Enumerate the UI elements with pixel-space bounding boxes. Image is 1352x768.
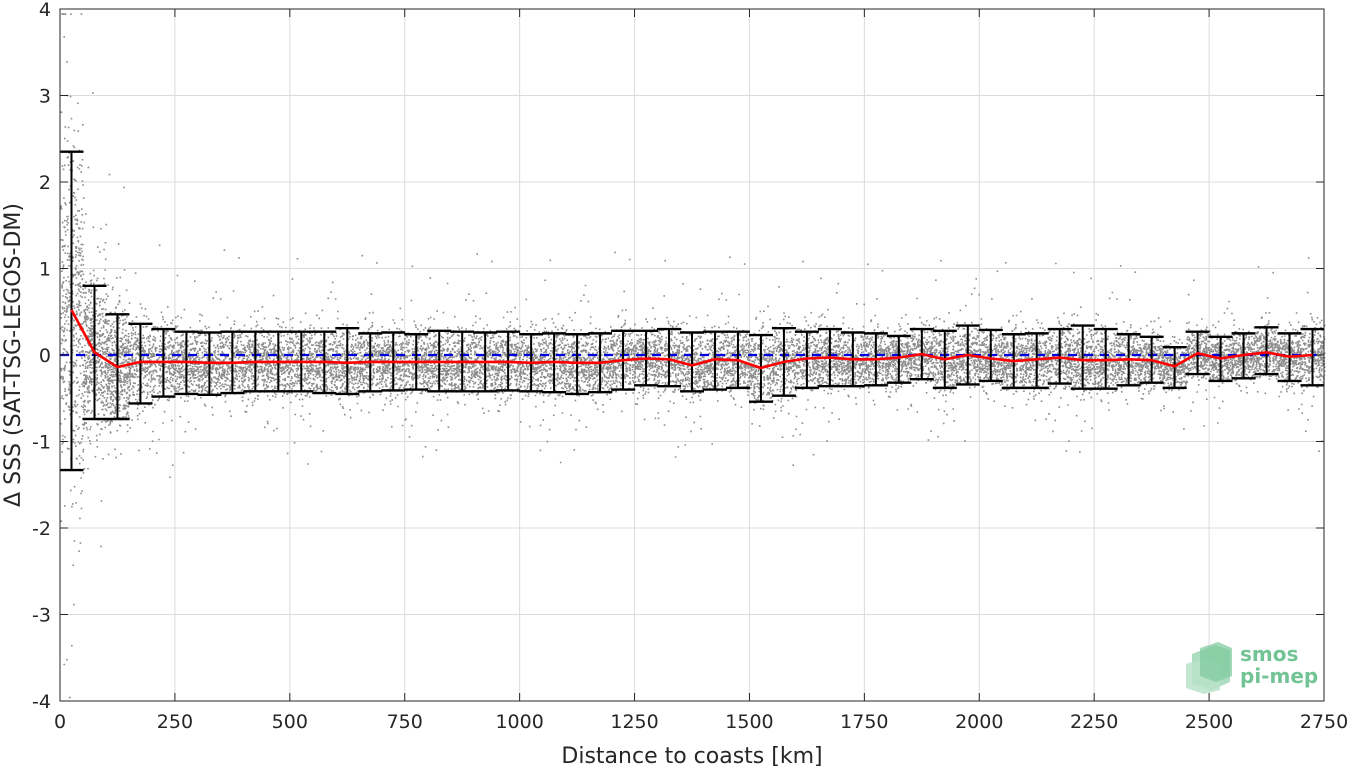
y-tick-label: -3 [32,605,51,627]
error-bar [657,327,682,388]
x-tick-label: 0 [54,711,66,733]
error-bar [886,334,911,384]
x-tick-label: 1500 [725,711,773,733]
x-tick-label: 2250 [1070,711,1118,733]
x-tick-label: 2000 [955,711,1003,733]
x-tick-label: 2500 [1185,711,1233,733]
x-tick-label: 250 [157,711,193,733]
smos-pi-mep-logo: smos pi-mep [1186,642,1318,694]
error-bar [978,328,1003,383]
error-bar [1254,326,1279,376]
y-axis-label: Δ SSS (SAT-TSG-LEGOS-DM) [1,203,26,507]
y-tick-label: 1 [39,259,51,281]
y-tick-label: 0 [39,345,51,367]
x-tick-label: 2750 [1300,711,1348,733]
median-line [70,309,1313,370]
error-bar [1024,332,1049,390]
y-tick-label: 2 [39,172,51,194]
error-bar [128,322,153,405]
error-bar [1047,327,1072,385]
error-bar [1070,324,1095,390]
x-axis-ticks: 0 250 500 750 1000 1250 1500 1750 2000 2250 2500 27… [54,9,1348,733]
x-axis-label: Distance to coasts [km] [561,744,822,768]
logo-line1: smos [1240,642,1298,666]
error-bar [1162,346,1187,390]
y-tick-label: -4 [32,691,51,713]
error-bar [1300,327,1325,387]
y-tick-label: -2 [32,518,51,540]
y-tick-label: 3 [39,86,51,108]
x-tick-label: 500 [272,711,308,733]
error-bar [335,326,360,396]
x-tick-label: 1250 [610,711,658,733]
x-tick-label: 750 [387,711,423,733]
median-series-line [70,309,1313,370]
x-tick-label: 1750 [840,711,888,733]
y-tick-label: -1 [32,432,51,454]
logo-line2: pi-mep [1240,664,1318,688]
error-bar [680,331,704,393]
error-bar [1093,327,1118,390]
y-tick-label: 4 [39,0,51,21]
y-axis-ticks: -4 -3 -2 -1 0 1 2 3 4 [32,0,1324,713]
x-tick-label: 1000 [495,711,543,733]
logo-mark-icon [1186,642,1232,694]
